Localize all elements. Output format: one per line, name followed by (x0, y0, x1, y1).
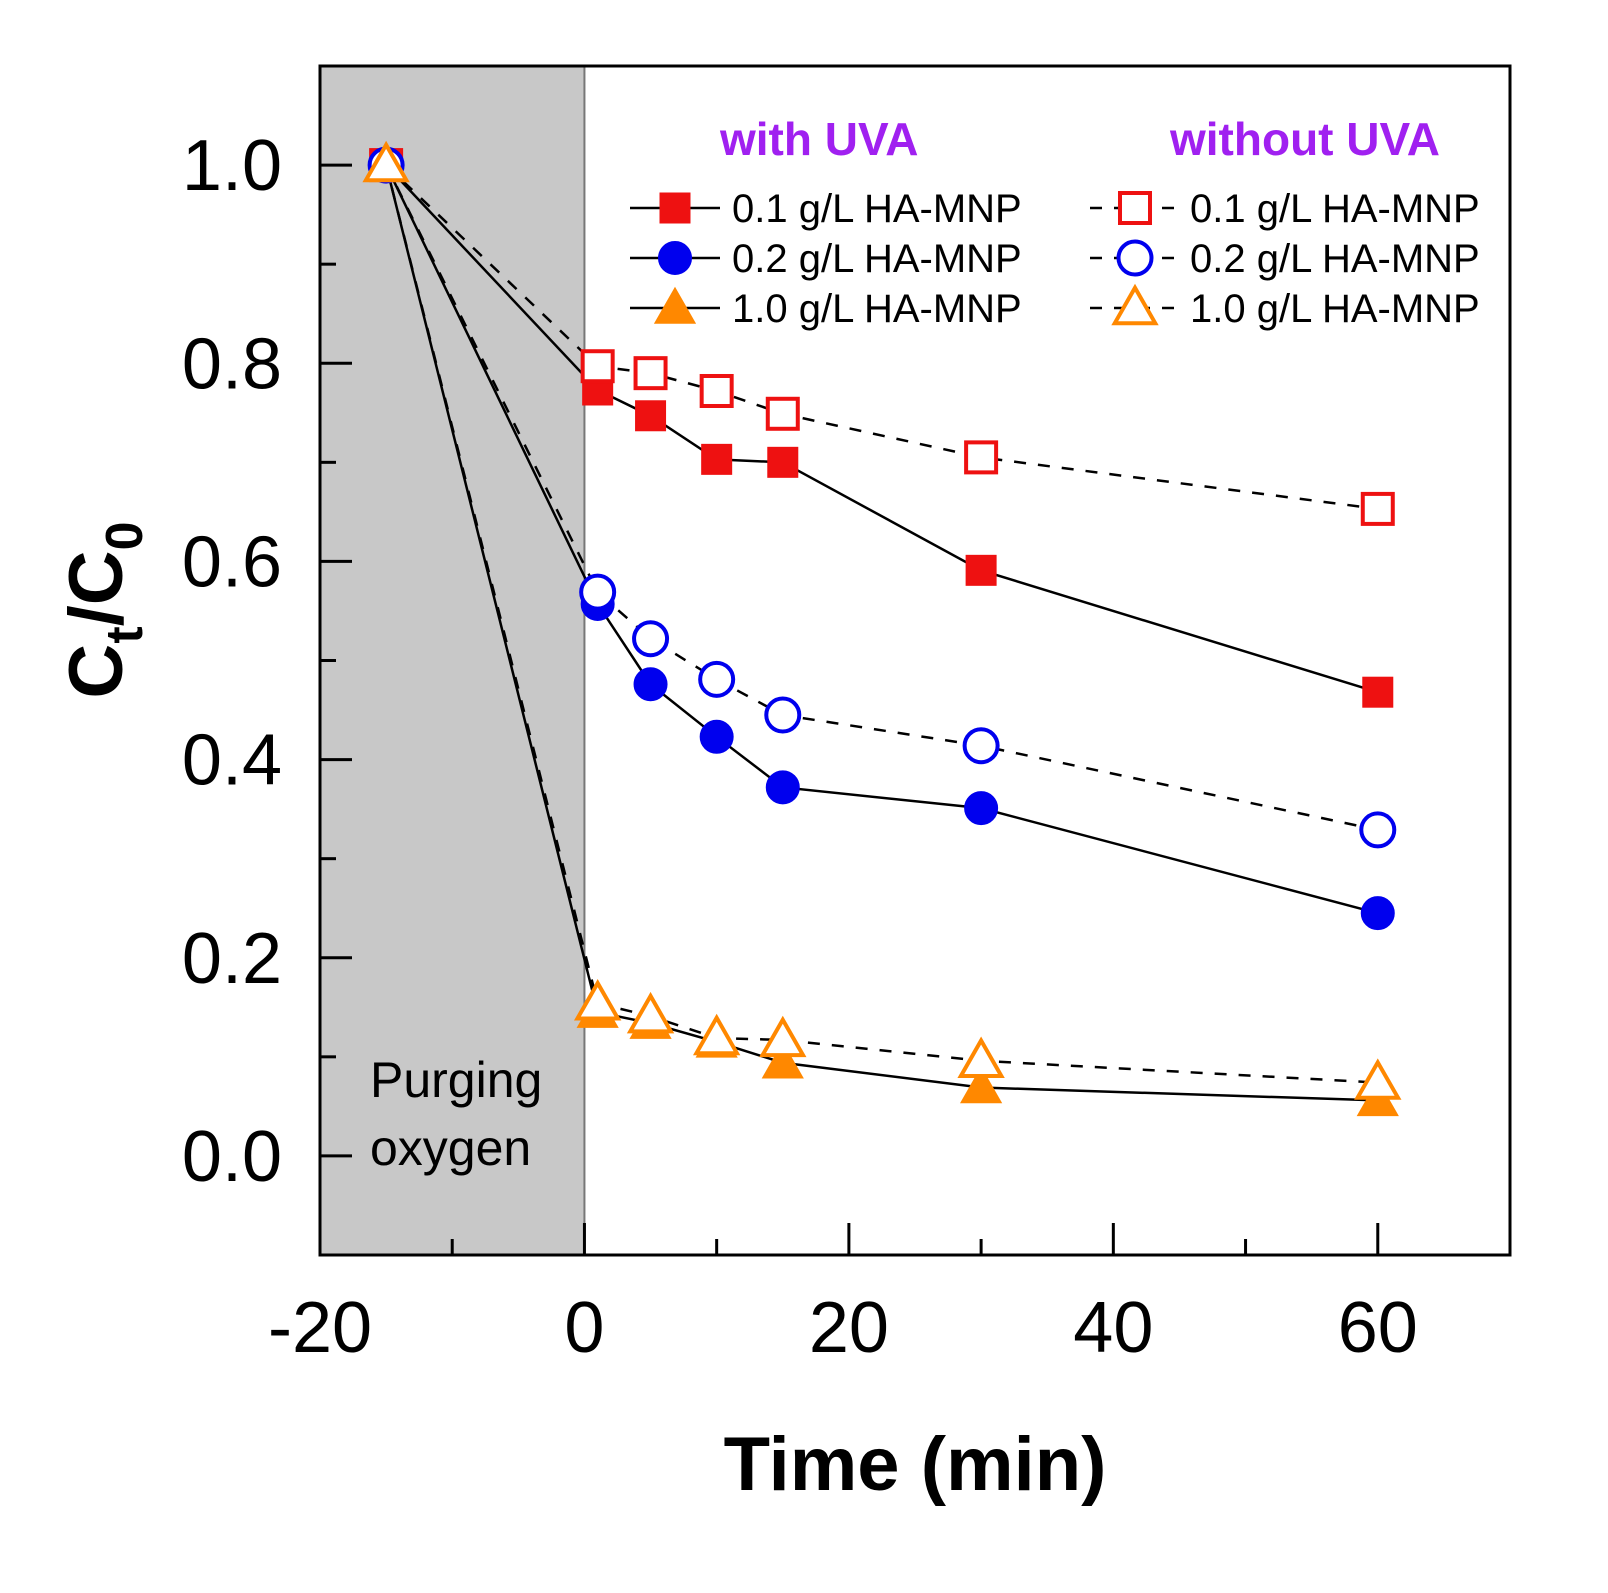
data-point (633, 356, 668, 391)
y-label-subscript: t (96, 626, 154, 643)
legend-marker (653, 286, 697, 324)
y-tick-label: 0.8 (182, 324, 282, 404)
data-point (765, 396, 800, 431)
purging-region (320, 66, 585, 1255)
y-tick-label: 0.2 (182, 919, 282, 999)
y-tick-label: 0.6 (182, 522, 282, 602)
y-tick-label: 0.0 (182, 1117, 282, 1197)
data-point (1360, 491, 1395, 526)
x-tick-label: 60 (1338, 1288, 1418, 1368)
legend-marker (1116, 239, 1154, 277)
data-point (767, 446, 799, 478)
x-tick-label: -20 (268, 1288, 372, 1368)
data-point (1359, 811, 1397, 849)
data-point (573, 979, 622, 1021)
data-point (964, 440, 999, 475)
data-point (701, 443, 733, 475)
y-label-part: /C (54, 550, 139, 626)
legend-group-title: without UVA (1169, 113, 1440, 165)
legend-label: 0.2 g/L HA-MNP (1190, 237, 1480, 281)
data-point (632, 620, 670, 658)
data-point (580, 349, 615, 384)
data-point (626, 991, 675, 1034)
legend-marker (658, 241, 692, 275)
data-point (698, 660, 736, 698)
x-tick-label: 20 (809, 1288, 889, 1368)
purging-label-line1: Purging (370, 1052, 542, 1108)
legend-marker (659, 192, 691, 224)
data-point (1354, 1058, 1402, 1100)
y-tick-label: 0.4 (182, 721, 282, 801)
data-point (759, 1015, 807, 1058)
data-point (635, 400, 667, 432)
data-point (362, 140, 410, 183)
y-label-part: C (54, 644, 139, 699)
legend-label: 0.2 g/L HA-MNP (732, 237, 1022, 281)
data-point (765, 770, 800, 805)
data-point (699, 719, 734, 754)
legend-group-title: with UVA (719, 113, 918, 165)
data-point (1362, 676, 1394, 708)
legend-label: 0.1 g/L HA-MNP (1190, 187, 1480, 231)
legend-label: 1.0 g/L HA-MNP (1190, 287, 1480, 331)
data-point (764, 696, 802, 734)
data-point (964, 791, 999, 826)
x-tick-label: 0 (564, 1288, 604, 1368)
y-label-subscript: 0 (96, 521, 154, 550)
legend-label: 1.0 g/L HA-MNP (732, 287, 1022, 331)
data-point (959, 1066, 1003, 1104)
x-axis-label: Time (min) (724, 1422, 1107, 1507)
legend-label: 0.1 g/L HA-MNP (732, 187, 1022, 231)
data-point (692, 1013, 741, 1056)
purging-label-line2: oxygen (370, 1120, 531, 1176)
data-point (761, 1041, 804, 1079)
data-point (957, 1036, 1005, 1078)
y-tick-label: 1.0 (182, 126, 282, 206)
data-point (579, 573, 617, 611)
data-point (965, 554, 997, 586)
y-axis-label: Ct/C0 (54, 521, 154, 698)
x-tick-label: 40 (1073, 1288, 1153, 1368)
data-point (962, 727, 1000, 765)
data-point (1360, 896, 1395, 931)
legend-marker (1111, 283, 1159, 326)
data-point (699, 373, 734, 408)
data-point (633, 667, 668, 702)
legend-marker (1118, 191, 1152, 225)
